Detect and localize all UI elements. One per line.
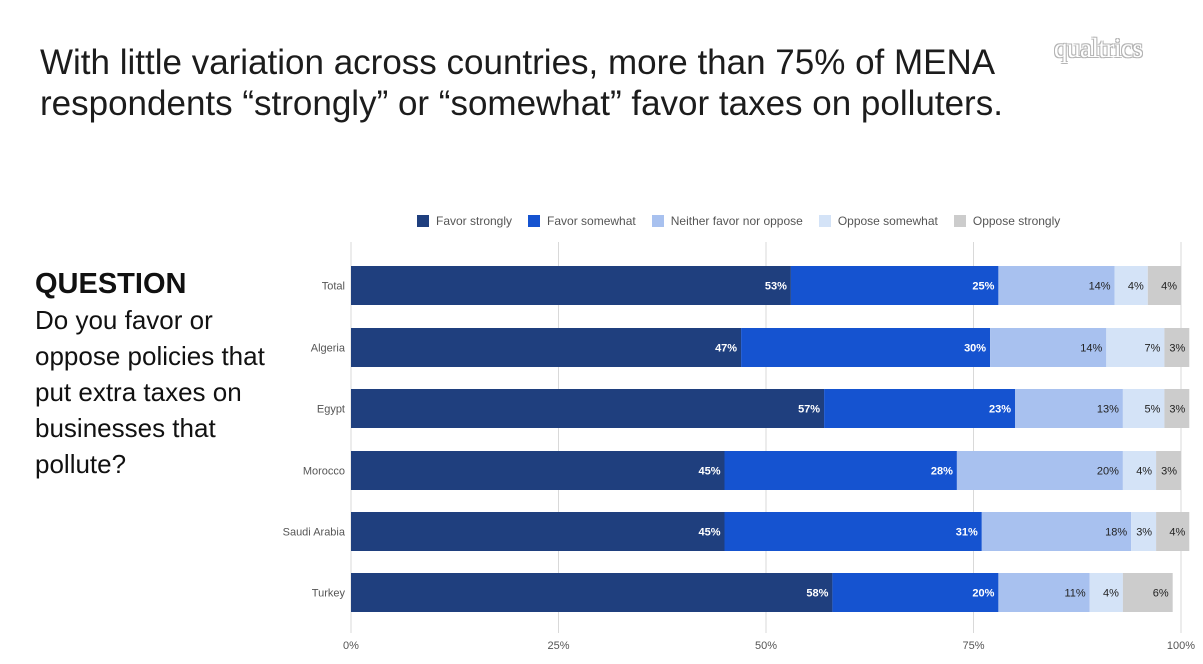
bar-segment-oppose-somewhat	[1122, 451, 1157, 490]
x-tick-label: 0%	[343, 640, 359, 652]
data-label: 4%	[1103, 588, 1119, 600]
brand-logo: qualtrics	[1054, 33, 1143, 63]
data-label: 25%	[972, 281, 994, 293]
bar-segment-oppose-strongly	[1156, 451, 1181, 490]
data-label: 5%	[1144, 404, 1160, 416]
data-label: 6%	[1153, 588, 1169, 600]
bar-segment-oppose-somewhat	[1122, 389, 1165, 428]
question-heading: QUESTION	[35, 268, 187, 300]
legend-swatch	[651, 215, 664, 227]
chart-legend: Favor strongly Favor somewhat Neither favo…	[417, 213, 1076, 229]
x-tick-label: 100%	[1167, 640, 1195, 652]
data-label: 31%	[956, 527, 978, 539]
bar-segment-neither-favor-nor-oppose	[956, 451, 1123, 490]
legend-item-oppose-somewhat: Oppose somewhat	[818, 214, 938, 228]
legend-label: Neither favor nor oppose	[670, 214, 803, 228]
legend-swatch	[818, 215, 831, 227]
x-tick-label: 50%	[755, 640, 777, 652]
bar-segment-favor-strongly	[351, 451, 725, 490]
data-label: 30%	[964, 343, 986, 355]
data-label: 4%	[1136, 466, 1152, 478]
bar-segment-favor-somewhat	[724, 512, 982, 551]
question-text: Do you favor or oppose policies that put…	[35, 305, 265, 479]
bar-segment-oppose-strongly	[1164, 389, 1190, 428]
x-tick-label: 25%	[547, 640, 569, 652]
data-label: 11%	[1064, 588, 1085, 600]
legend-label: Favor strongly	[436, 214, 513, 228]
bar-segment-favor-strongly	[351, 512, 725, 551]
bar-segment-oppose-somewhat	[1106, 328, 1165, 367]
bar-segment-favor-somewhat	[790, 266, 999, 305]
category-label: Morocco	[303, 466, 345, 478]
data-label: 7%	[1144, 343, 1160, 355]
data-label: 14%	[1080, 343, 1102, 355]
bar-segment-favor-strongly	[351, 573, 833, 612]
bar-segment-neither-favor-nor-oppose	[998, 266, 1115, 305]
data-label: 45%	[698, 527, 720, 539]
bar-segment-neither-favor-nor-oppose	[981, 512, 1132, 551]
data-label: 57%	[798, 404, 820, 416]
data-label: 3%	[1161, 466, 1177, 478]
headline: With little variation across countries, …	[40, 42, 1090, 124]
data-label: 3%	[1169, 343, 1185, 355]
data-label: 28%	[931, 466, 953, 478]
legend-item-neither-favor-nor-oppose: Neither favor nor oppose	[651, 214, 803, 228]
x-tick-label: 75%	[962, 640, 984, 652]
data-label: 4%	[1169, 527, 1185, 539]
bar-segment-oppose-somewhat	[1114, 266, 1148, 305]
data-label: 20%	[972, 588, 994, 600]
data-label: 4%	[1128, 281, 1144, 293]
data-label: 14%	[1089, 281, 1111, 293]
bar-segment-neither-favor-nor-oppose	[1015, 389, 1123, 428]
data-label: 20%	[1097, 466, 1119, 478]
bar-segment-oppose-strongly	[1122, 573, 1173, 612]
headline-line-1: With little variation across countries, …	[40, 43, 996, 82]
category-label: Total	[322, 281, 345, 293]
legend-label: Oppose strongly	[972, 214, 1061, 228]
bar-segment-oppose-somewhat	[1089, 573, 1123, 612]
category-label: Algeria	[311, 343, 346, 355]
bar-segment-favor-somewhat	[832, 573, 999, 612]
headline-line-2: respondents “strongly” or “somewhat” fav…	[40, 84, 1003, 123]
data-label: 23%	[989, 404, 1011, 416]
bar-segment-favor-somewhat	[824, 389, 1015, 428]
legend-item-oppose-strongly: Oppose strongly	[953, 214, 1061, 228]
bar-segment-favor-somewhat	[724, 451, 957, 490]
legend-label: Favor somewhat	[547, 214, 636, 228]
bar-segment-oppose-strongly	[1147, 266, 1181, 305]
data-label: 3%	[1169, 404, 1185, 416]
legend-item-favor-somewhat: Favor somewhat	[528, 214, 636, 228]
bar-segment-oppose-somewhat	[1131, 512, 1157, 551]
question-panel: QUESTION Do you favor or oppose policies…	[35, 266, 265, 482]
bar-segment-favor-somewhat	[741, 328, 991, 367]
category-label: Turkey	[312, 588, 346, 600]
bar-segment-oppose-strongly	[1164, 328, 1190, 367]
data-label: 18%	[1105, 527, 1127, 539]
data-label: 4%	[1161, 281, 1177, 293]
bar-segment-favor-strongly	[351, 389, 825, 428]
data-label: 53%	[765, 281, 787, 293]
data-label: 3%	[1136, 527, 1152, 539]
legend-item-favor-strongly: Favor strongly	[417, 214, 512, 228]
bar-segment-favor-strongly	[351, 328, 742, 367]
data-label: 45%	[698, 466, 720, 478]
legend-swatch	[417, 215, 429, 227]
legend-swatch	[953, 215, 966, 227]
bar-segment-neither-favor-nor-oppose	[998, 573, 1090, 612]
bar-segment-oppose-strongly	[1156, 512, 1190, 551]
legend-label: Oppose somewhat	[837, 214, 938, 228]
bar-segment-favor-strongly	[351, 266, 791, 305]
category-label: Egypt	[317, 404, 345, 416]
data-label: 47%	[715, 343, 737, 355]
data-label: 58%	[806, 588, 828, 600]
legend-swatch	[528, 215, 541, 227]
bar-segment-neither-favor-nor-oppose	[990, 328, 1107, 367]
category-label: Saudi Arabia	[283, 527, 346, 539]
data-label: 13%	[1097, 404, 1119, 416]
